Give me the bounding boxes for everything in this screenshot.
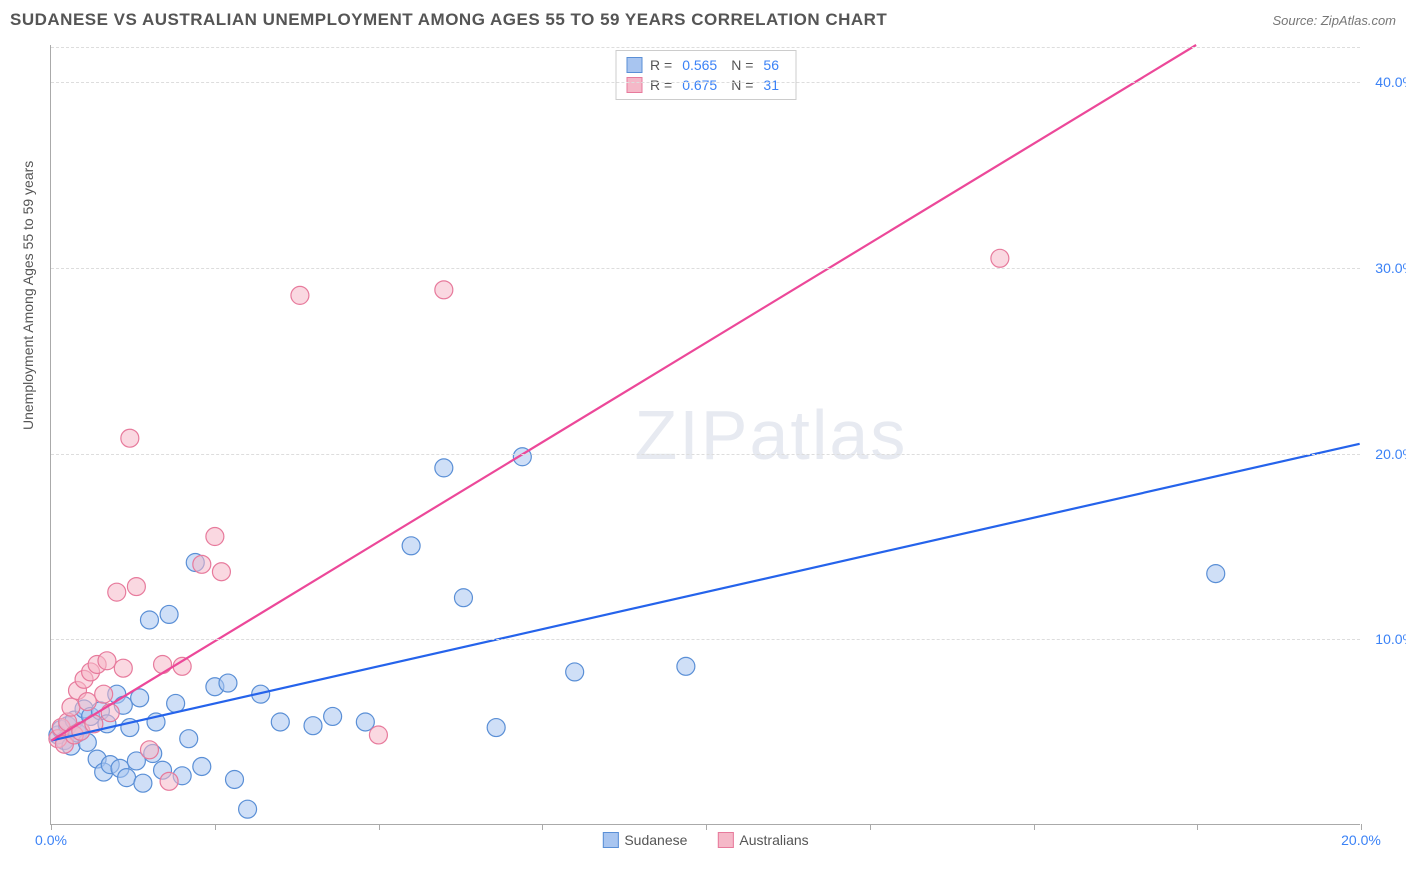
legend-item: Sudanese: [602, 832, 687, 848]
data-point: [98, 652, 116, 670]
data-point: [677, 657, 695, 675]
y-tick-label: 20.0%: [1375, 446, 1406, 462]
trend-line: [51, 45, 1196, 741]
x-tick: [1034, 824, 1035, 830]
x-tick-label: 0.0%: [35, 832, 67, 848]
data-point: [435, 281, 453, 299]
data-point: [140, 741, 158, 759]
data-point: [402, 537, 420, 555]
legend-label: Sudanese: [624, 832, 687, 848]
x-tick: [542, 824, 543, 830]
data-point: [78, 693, 96, 711]
data-point: [206, 528, 224, 546]
data-point: [487, 719, 505, 737]
title-bar: SUDANESE VS AUSTRALIAN UNEMPLOYMENT AMON…: [10, 10, 1396, 30]
data-point: [114, 659, 132, 677]
data-point: [167, 694, 185, 712]
data-point: [291, 286, 309, 304]
data-point: [1207, 565, 1225, 583]
data-point: [991, 249, 1009, 267]
bottom-legend: Sudanese Australians: [602, 832, 808, 848]
stats-row: R = 0.565 N = 56: [626, 55, 785, 75]
gridline: [51, 639, 1360, 640]
n-value: 56: [763, 57, 779, 73]
gridline: [51, 82, 1360, 83]
x-tick: [51, 824, 52, 830]
data-point: [219, 674, 237, 692]
scatter-svg: [51, 45, 1360, 824]
chart-title: SUDANESE VS AUSTRALIAN UNEMPLOYMENT AMON…: [10, 10, 887, 30]
data-point: [193, 758, 211, 776]
r-label: R =: [650, 77, 672, 93]
data-point: [108, 583, 126, 601]
data-point: [226, 770, 244, 788]
x-tick: [706, 824, 707, 830]
trend-line: [51, 444, 1359, 741]
stats-legend: R = 0.565 N = 56 R = 0.675 N = 31: [615, 50, 796, 100]
stats-row: R = 0.675 N = 31: [626, 75, 785, 95]
y-tick-label: 30.0%: [1375, 260, 1406, 276]
x-tick: [379, 824, 380, 830]
data-point: [95, 685, 113, 703]
data-point: [62, 698, 80, 716]
n-label: N =: [731, 57, 753, 73]
r-value: 0.675: [682, 77, 717, 93]
data-point: [435, 459, 453, 477]
data-point: [193, 555, 211, 573]
data-point: [160, 605, 178, 623]
source-label: Source: ZipAtlas.com: [1272, 13, 1396, 28]
data-point: [304, 717, 322, 735]
data-point: [239, 800, 257, 818]
data-point: [454, 589, 472, 607]
data-point: [118, 769, 136, 787]
legend-swatch: [717, 832, 733, 848]
n-value: 31: [763, 77, 779, 93]
data-point: [121, 429, 139, 447]
gridline: [51, 454, 1360, 455]
y-tick-label: 40.0%: [1375, 74, 1406, 90]
data-point: [324, 707, 342, 725]
x-tick-label: 20.0%: [1341, 832, 1381, 848]
legend-swatch: [602, 832, 618, 848]
data-point: [127, 578, 145, 596]
plot-area: ZIPatlas R =0.565N =56R =0.675N =31 Suda…: [50, 45, 1360, 825]
legend-swatch: [626, 57, 642, 73]
r-value: 0.565: [682, 57, 717, 73]
legend-item: Australians: [717, 832, 808, 848]
x-tick: [870, 824, 871, 830]
gridline: [51, 268, 1360, 269]
legend-swatch: [626, 77, 642, 93]
x-tick: [1197, 824, 1198, 830]
data-point: [140, 611, 158, 629]
y-tick-label: 10.0%: [1375, 631, 1406, 647]
data-point: [271, 713, 289, 731]
r-label: R =: [650, 57, 672, 73]
data-point: [134, 774, 152, 792]
x-tick: [215, 824, 216, 830]
y-axis-label: Unemployment Among Ages 55 to 59 years: [20, 161, 36, 430]
n-label: N =: [731, 77, 753, 93]
data-point: [369, 726, 387, 744]
data-point: [212, 563, 230, 581]
data-point: [160, 772, 178, 790]
data-point: [180, 730, 198, 748]
x-tick: [1361, 824, 1362, 830]
data-point: [566, 663, 584, 681]
legend-label: Australians: [739, 832, 808, 848]
data-point: [101, 704, 119, 722]
data-point: [154, 656, 172, 674]
gridline: [51, 47, 1360, 48]
